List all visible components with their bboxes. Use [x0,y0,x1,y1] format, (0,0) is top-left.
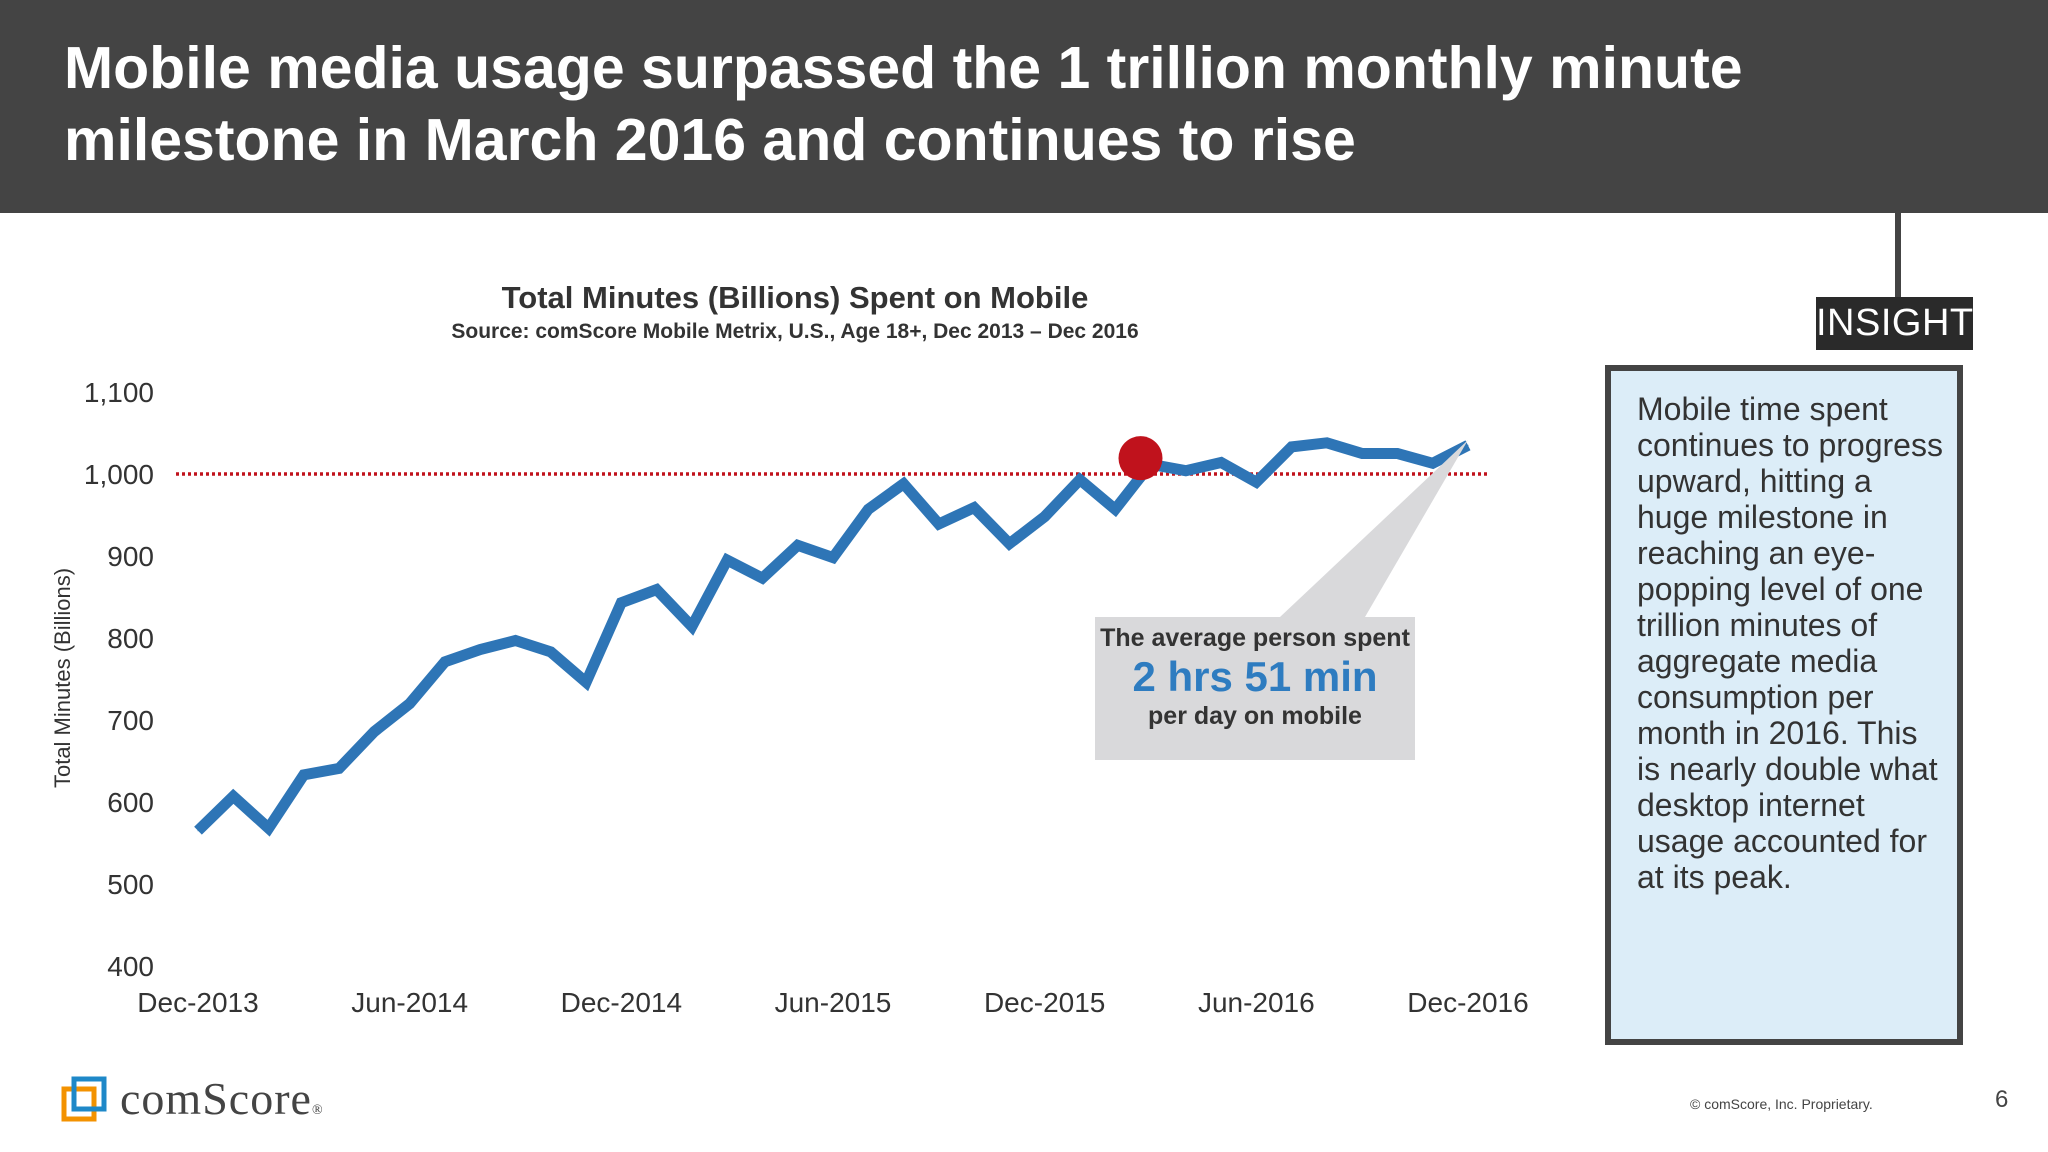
callout-box: The average person spent 2 hrs 51 min pe… [1095,617,1415,760]
callout-highlight-value: 2 hrs 51 min [1132,653,1378,700]
data-point [726,559,728,561]
data-point [1255,481,1257,483]
data-point [444,661,446,663]
chart-subtitle: Source: comScore Mobile Metrix, U.S., Ag… [451,320,1138,343]
y-tick-label: 500 [107,869,154,900]
copyright-text: © comScore, Inc. Proprietary. [1690,1096,1873,1112]
data-point [268,827,270,829]
data-point [1396,453,1398,454]
data-point [1432,462,1434,464]
x-axis-ticks: Dec-2013 Jun-2014 Dec-2014 Jun-2015 Dec-2015… [137,987,1528,1018]
data-point [797,544,799,546]
data-point [338,767,340,769]
x-tick-label: Dec-2016 [1407,987,1528,1018]
insight-tab: INSIGHT [1816,297,1973,350]
data-point [973,507,975,509]
x-tick-label: Jun-2014 [351,987,468,1018]
insight-box: Mobile time spent continues to progress … [1605,365,1963,1045]
callout-pointer [1280,440,1468,617]
comscore-logo-icon [61,1076,107,1122]
data-point [938,523,940,525]
series-group [194,436,1471,837]
callout-line-1: The average person spent [1100,624,1410,652]
y-axis-label: Total Minutes (Billions) [50,568,75,788]
data-point [303,774,305,776]
data-point [550,651,552,653]
data-point [1220,462,1222,464]
data-point [1291,446,1293,448]
x-tick-label: Dec-2014 [561,987,682,1018]
x-tick-label: Jun-2015 [775,987,892,1018]
y-tick-label: 900 [107,541,154,572]
chart-title: Total Minutes (Billions) Spent on Mobile [502,280,1089,315]
page-number: 6 [1995,1086,2009,1113]
data-point [1044,516,1046,518]
data-point [903,483,905,485]
y-axis-ticks: 400 500 600 700 800 900 1,000 1,100 [84,377,154,982]
comscore-logo: comScore® [60,1075,360,1123]
data-point [867,508,869,510]
y-tick-label: 800 [107,623,154,654]
data-point [656,589,658,591]
y-tick-label: 1,000 [84,459,154,490]
data-point [832,557,834,559]
data-point [1185,470,1187,472]
data-point [1008,543,1010,545]
header-bar: Mobile media usage surpassed the 1 trill… [0,0,2048,213]
data-point [691,626,693,628]
data-point [761,577,763,579]
y-tick-label: 400 [107,951,154,982]
data-point [1467,444,1469,446]
y-tick-label: 600 [107,787,154,818]
data-point [409,703,411,705]
data-point [197,830,199,832]
insight-text: Mobile time spent continues to progress … [1637,391,1943,895]
data-point [1079,479,1081,481]
milestone-marker [1118,436,1163,481]
data-point [585,681,587,683]
callout-line-3: per day on mobile [1148,702,1362,730]
x-tick-label: Jun-2016 [1198,987,1315,1018]
data-point [373,730,375,732]
insight-connector-line [1895,213,1901,298]
data-point [232,795,234,797]
data-point [1361,453,1363,454]
x-tick-label: Dec-2013 [137,987,258,1018]
data-point [1326,442,1328,444]
data-point [1114,508,1116,510]
data-point [515,639,516,641]
x-tick-label: Dec-2015 [984,987,1105,1018]
comscore-logo-text: comScore® [120,1073,324,1124]
y-tick-label: 700 [107,705,154,736]
data-point [479,648,481,650]
y-tick-label: 1,100 [84,377,154,408]
page-title: Mobile media usage surpassed the 1 trill… [64,35,1743,173]
data-point [620,602,622,604]
